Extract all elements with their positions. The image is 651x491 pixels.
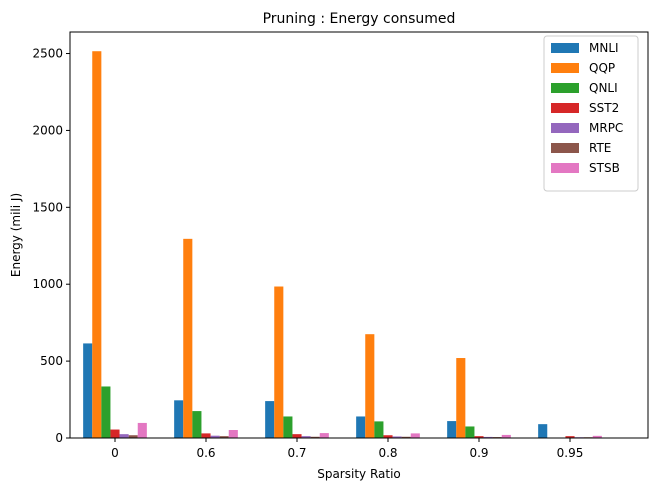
x-tick-label: 0.9 xyxy=(469,446,488,460)
legend-swatch-stsb xyxy=(551,163,579,173)
bar-qnli-3 xyxy=(374,421,384,438)
y-tick-label: 2500 xyxy=(32,47,63,61)
bar-rte-0 xyxy=(128,435,138,438)
bar-sst2-3 xyxy=(383,435,393,438)
y-tick-label: 500 xyxy=(40,354,63,368)
bar-rte-1 xyxy=(219,436,229,438)
plot-frame xyxy=(69,31,649,439)
bar-sst2-4 xyxy=(474,436,484,438)
legend-swatch-sst2 xyxy=(551,103,579,113)
bar-stsb-4 xyxy=(501,434,511,438)
bar-sst2-0 xyxy=(110,429,120,438)
bar-sst2-1 xyxy=(201,433,211,438)
bar-qnli-2 xyxy=(283,416,293,438)
bar-stsb-5 xyxy=(592,435,602,438)
legend-swatch-mnli xyxy=(551,43,579,53)
legend-label-stsb: STSB xyxy=(589,161,620,175)
legend-swatch-mrpc xyxy=(551,123,579,133)
legend-label-qnli: QNLI xyxy=(589,81,618,95)
bar-qqp-0 xyxy=(92,51,102,438)
bar-mrpc-2 xyxy=(301,436,311,438)
legend: MNLI QQP QNLI SST2 MRPC RTE STSB xyxy=(543,35,639,192)
bar-qqp-3 xyxy=(365,334,375,438)
bar-sst2-2 xyxy=(292,434,302,438)
legend-label-rte: RTE xyxy=(589,141,611,155)
legend-swatch-rte xyxy=(551,143,579,153)
y-tick-label: 0 xyxy=(55,431,63,445)
x-tick-label: 0.8 xyxy=(378,446,397,460)
x-tick-label: 0 xyxy=(111,446,119,460)
y-axis-label: Energy (mili J) xyxy=(9,193,23,277)
bar-stsb-2 xyxy=(319,433,329,438)
bar-qnli-4 xyxy=(465,426,475,438)
bar-mrpc-4 xyxy=(483,436,493,438)
bar-mnli-5 xyxy=(538,424,548,438)
bar-mrpc-0 xyxy=(119,434,129,438)
legend-swatch-qnli xyxy=(551,83,579,93)
y-axis: 0 500 1000 1500 2000 2500 xyxy=(32,47,70,445)
bar-qqp-1 xyxy=(183,238,193,438)
chart-title: Pruning : Energy consumed xyxy=(263,11,456,27)
bar-stsb-3 xyxy=(410,433,420,438)
legend-label-qqp: QQP xyxy=(589,61,615,75)
bar-mnli-1 xyxy=(174,400,184,438)
bar-sst2-5 xyxy=(565,436,575,438)
bar-qqp-4 xyxy=(456,358,466,438)
x-axis-label: Sparsity Ratio xyxy=(317,467,401,481)
x-tick-label: 0.95 xyxy=(557,446,584,460)
bars-group xyxy=(83,51,602,438)
y-tick-label: 2000 xyxy=(32,123,63,137)
bar-stsb-1 xyxy=(228,430,238,438)
bar-qnli-1 xyxy=(192,411,202,438)
bar-qqp-2 xyxy=(274,286,284,438)
bar-mrpc-1 xyxy=(210,435,220,438)
legend-label-mnli: MNLI xyxy=(589,41,619,55)
legend-swatch-qqp xyxy=(551,63,579,73)
x-tick-label: 0.7 xyxy=(287,446,306,460)
x-tick-label: 0.6 xyxy=(196,446,215,460)
bar-mrpc-3 xyxy=(392,436,402,438)
legend-label-sst2: SST2 xyxy=(589,101,619,115)
bar-mnli-0 xyxy=(83,343,93,438)
legend-label-mrpc: MRPC xyxy=(589,121,623,135)
bar-mnli-4 xyxy=(447,421,457,438)
bar-mnli-2 xyxy=(265,401,275,438)
y-tick-label: 1500 xyxy=(32,200,63,214)
bar-qnli-0 xyxy=(101,386,111,438)
bar-mnli-3 xyxy=(356,416,366,438)
bar-stsb-0 xyxy=(137,422,147,438)
bar-rte-2 xyxy=(310,436,320,438)
y-tick-label: 1000 xyxy=(32,277,63,291)
bar-rte-3 xyxy=(401,436,411,438)
x-axis: 0 0.6 0.7 0.8 0.9 0.95 xyxy=(111,438,583,460)
